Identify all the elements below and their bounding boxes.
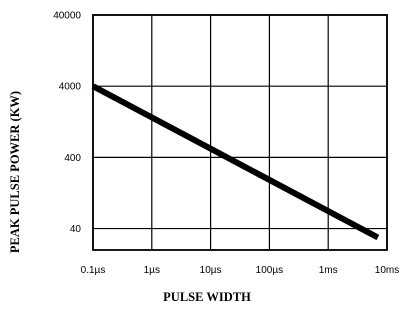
y-tick-label: 4000: [59, 82, 82, 93]
x-axis-label: PULSE WIDTH: [163, 290, 251, 304]
series-line: [91, 83, 380, 241]
x-tick-label: 100µs: [256, 265, 283, 276]
y-tick-label: 400: [64, 153, 81, 164]
x-tick-label: 0.1µs: [81, 265, 106, 276]
x-tick-label: 10µs: [200, 265, 222, 276]
series-layer: [91, 83, 380, 241]
y-axis-ticks: 40 400 4000 40000: [53, 11, 81, 236]
x-tick-label: 10ms: [375, 265, 399, 276]
x-axis-ticks: 0.1µs 1µs 10µs 100µs 1ms 10ms: [81, 265, 400, 276]
plot-border: [92, 14, 388, 251]
y-tick-label: 40000: [53, 11, 81, 22]
x-tick-label: 1ms: [319, 265, 338, 276]
y-axis-label: PEAK PULSE POWER (KW): [8, 91, 22, 253]
x-tick-label: 1µs: [144, 265, 160, 276]
y-tick-label: 40: [70, 224, 82, 235]
grid: [92, 14, 388, 250]
plot-frame: [92, 14, 388, 251]
